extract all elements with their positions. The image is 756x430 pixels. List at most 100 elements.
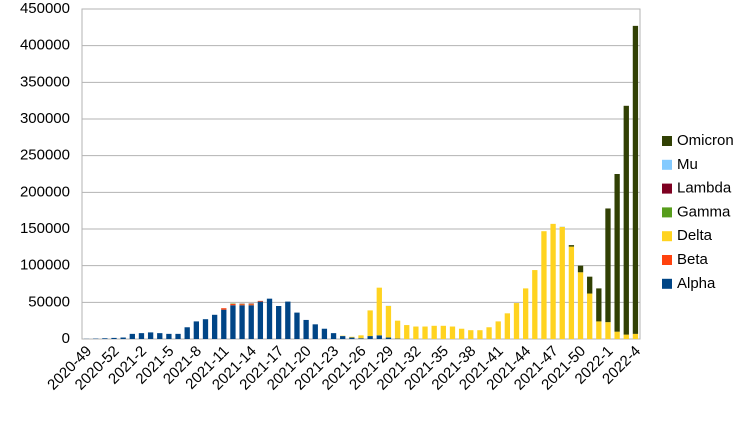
bar-segment bbox=[413, 327, 418, 339]
bar-segment bbox=[157, 333, 162, 339]
bar-segment bbox=[130, 334, 135, 339]
bar-segment bbox=[605, 208, 610, 322]
bar-segment bbox=[175, 334, 180, 339]
bar-segment bbox=[404, 325, 409, 339]
bar-segment bbox=[111, 338, 116, 339]
bar-segment bbox=[633, 334, 638, 339]
bar-segment bbox=[587, 277, 592, 294]
bar-segment bbox=[230, 305, 235, 339]
y-tick-label: 200000 bbox=[20, 183, 70, 200]
bar-segment bbox=[358, 335, 363, 338]
y-tick-label: 50000 bbox=[28, 293, 70, 310]
bar-segment bbox=[367, 336, 372, 339]
bar-segment bbox=[331, 333, 336, 339]
bar-segment bbox=[249, 305, 254, 339]
bar-segment bbox=[294, 313, 299, 339]
bar-segment bbox=[578, 266, 583, 273]
bar-segment bbox=[239, 305, 244, 339]
bar-segment bbox=[532, 270, 537, 339]
legend-label: Mu bbox=[677, 156, 698, 173]
y-tick-label: 400000 bbox=[20, 37, 70, 54]
legend-label: Delta bbox=[677, 227, 713, 244]
bar-segment bbox=[386, 338, 391, 339]
bar-segment bbox=[587, 294, 592, 339]
bar-segment bbox=[239, 304, 244, 305]
bar-segment bbox=[377, 335, 382, 339]
y-tick-label: 350000 bbox=[20, 73, 70, 90]
bar-segment bbox=[505, 313, 510, 339]
bar-segment bbox=[450, 327, 455, 339]
bar-segment bbox=[633, 26, 638, 334]
y-tick-label: 0 bbox=[62, 330, 70, 347]
bar-segment bbox=[358, 338, 363, 339]
legend-swatch bbox=[662, 255, 672, 265]
bar-segment bbox=[267, 299, 272, 339]
legend-swatch bbox=[662, 207, 672, 217]
bar-segment bbox=[212, 315, 217, 339]
bar-segment bbox=[523, 288, 528, 339]
bar-segment bbox=[605, 322, 610, 339]
legend-swatch bbox=[662, 136, 672, 146]
legend-swatch bbox=[662, 231, 672, 241]
bar-segment bbox=[166, 334, 171, 339]
plot-border bbox=[82, 9, 640, 339]
bar-segment bbox=[569, 247, 574, 339]
bar-segment bbox=[367, 310, 372, 336]
bar-segment bbox=[148, 332, 153, 339]
legend-label: Beta bbox=[677, 251, 709, 268]
legend-label: Omicron bbox=[677, 132, 734, 149]
bar-segment bbox=[258, 301, 263, 302]
bar-segment bbox=[185, 327, 190, 339]
y-tick-label: 450000 bbox=[20, 0, 70, 17]
bar-segment bbox=[596, 288, 601, 321]
bar-segment bbox=[230, 304, 235, 305]
bar-segment bbox=[349, 337, 354, 338]
bar-segment bbox=[303, 320, 308, 339]
bar-segment bbox=[377, 288, 382, 336]
bar-segment bbox=[395, 321, 400, 339]
bar-segment bbox=[624, 335, 629, 339]
bar-segment bbox=[624, 106, 629, 335]
bar-segment bbox=[194, 321, 199, 339]
legend-label: Gamma bbox=[677, 203, 731, 220]
y-tick-label: 250000 bbox=[20, 147, 70, 164]
bar-segment bbox=[340, 336, 345, 339]
legend-swatch bbox=[662, 279, 672, 289]
bar-segment bbox=[221, 310, 226, 339]
bar-segment bbox=[102, 338, 107, 339]
bar-segment bbox=[276, 306, 281, 339]
bar-segment bbox=[258, 302, 263, 339]
bar-segment bbox=[322, 329, 327, 339]
legend-label: Alpha bbox=[677, 275, 716, 292]
bar-segment bbox=[139, 333, 144, 339]
bar-segment bbox=[486, 327, 491, 339]
bar-segment bbox=[386, 306, 391, 338]
bar-segment bbox=[569, 245, 574, 246]
bar-segment bbox=[441, 326, 446, 339]
legend-swatch bbox=[662, 184, 672, 194]
bar-segment bbox=[560, 227, 565, 339]
bar-segment bbox=[203, 319, 208, 339]
bar-segment bbox=[422, 327, 427, 339]
legend-swatch bbox=[662, 160, 672, 170]
bar-segment bbox=[285, 302, 290, 339]
bar-segment bbox=[477, 330, 482, 339]
bar-segment bbox=[614, 174, 619, 332]
bar-segment bbox=[514, 303, 519, 339]
bar-segment bbox=[249, 304, 254, 305]
bar-segment bbox=[121, 338, 126, 339]
bar-segment bbox=[550, 224, 555, 339]
legend-label: Lambda bbox=[677, 180, 732, 197]
bar-segment bbox=[349, 338, 354, 339]
bar-segment bbox=[221, 308, 226, 309]
bar-segment bbox=[614, 332, 619, 339]
bar-segment bbox=[541, 231, 546, 339]
bar-segment bbox=[596, 321, 601, 339]
bar-segment bbox=[578, 272, 583, 339]
bar-segment bbox=[432, 326, 437, 339]
y-tick-label: 150000 bbox=[20, 220, 70, 237]
y-tick-label: 300000 bbox=[20, 110, 70, 127]
bar-segment bbox=[468, 330, 473, 339]
bar-segment bbox=[459, 329, 464, 339]
